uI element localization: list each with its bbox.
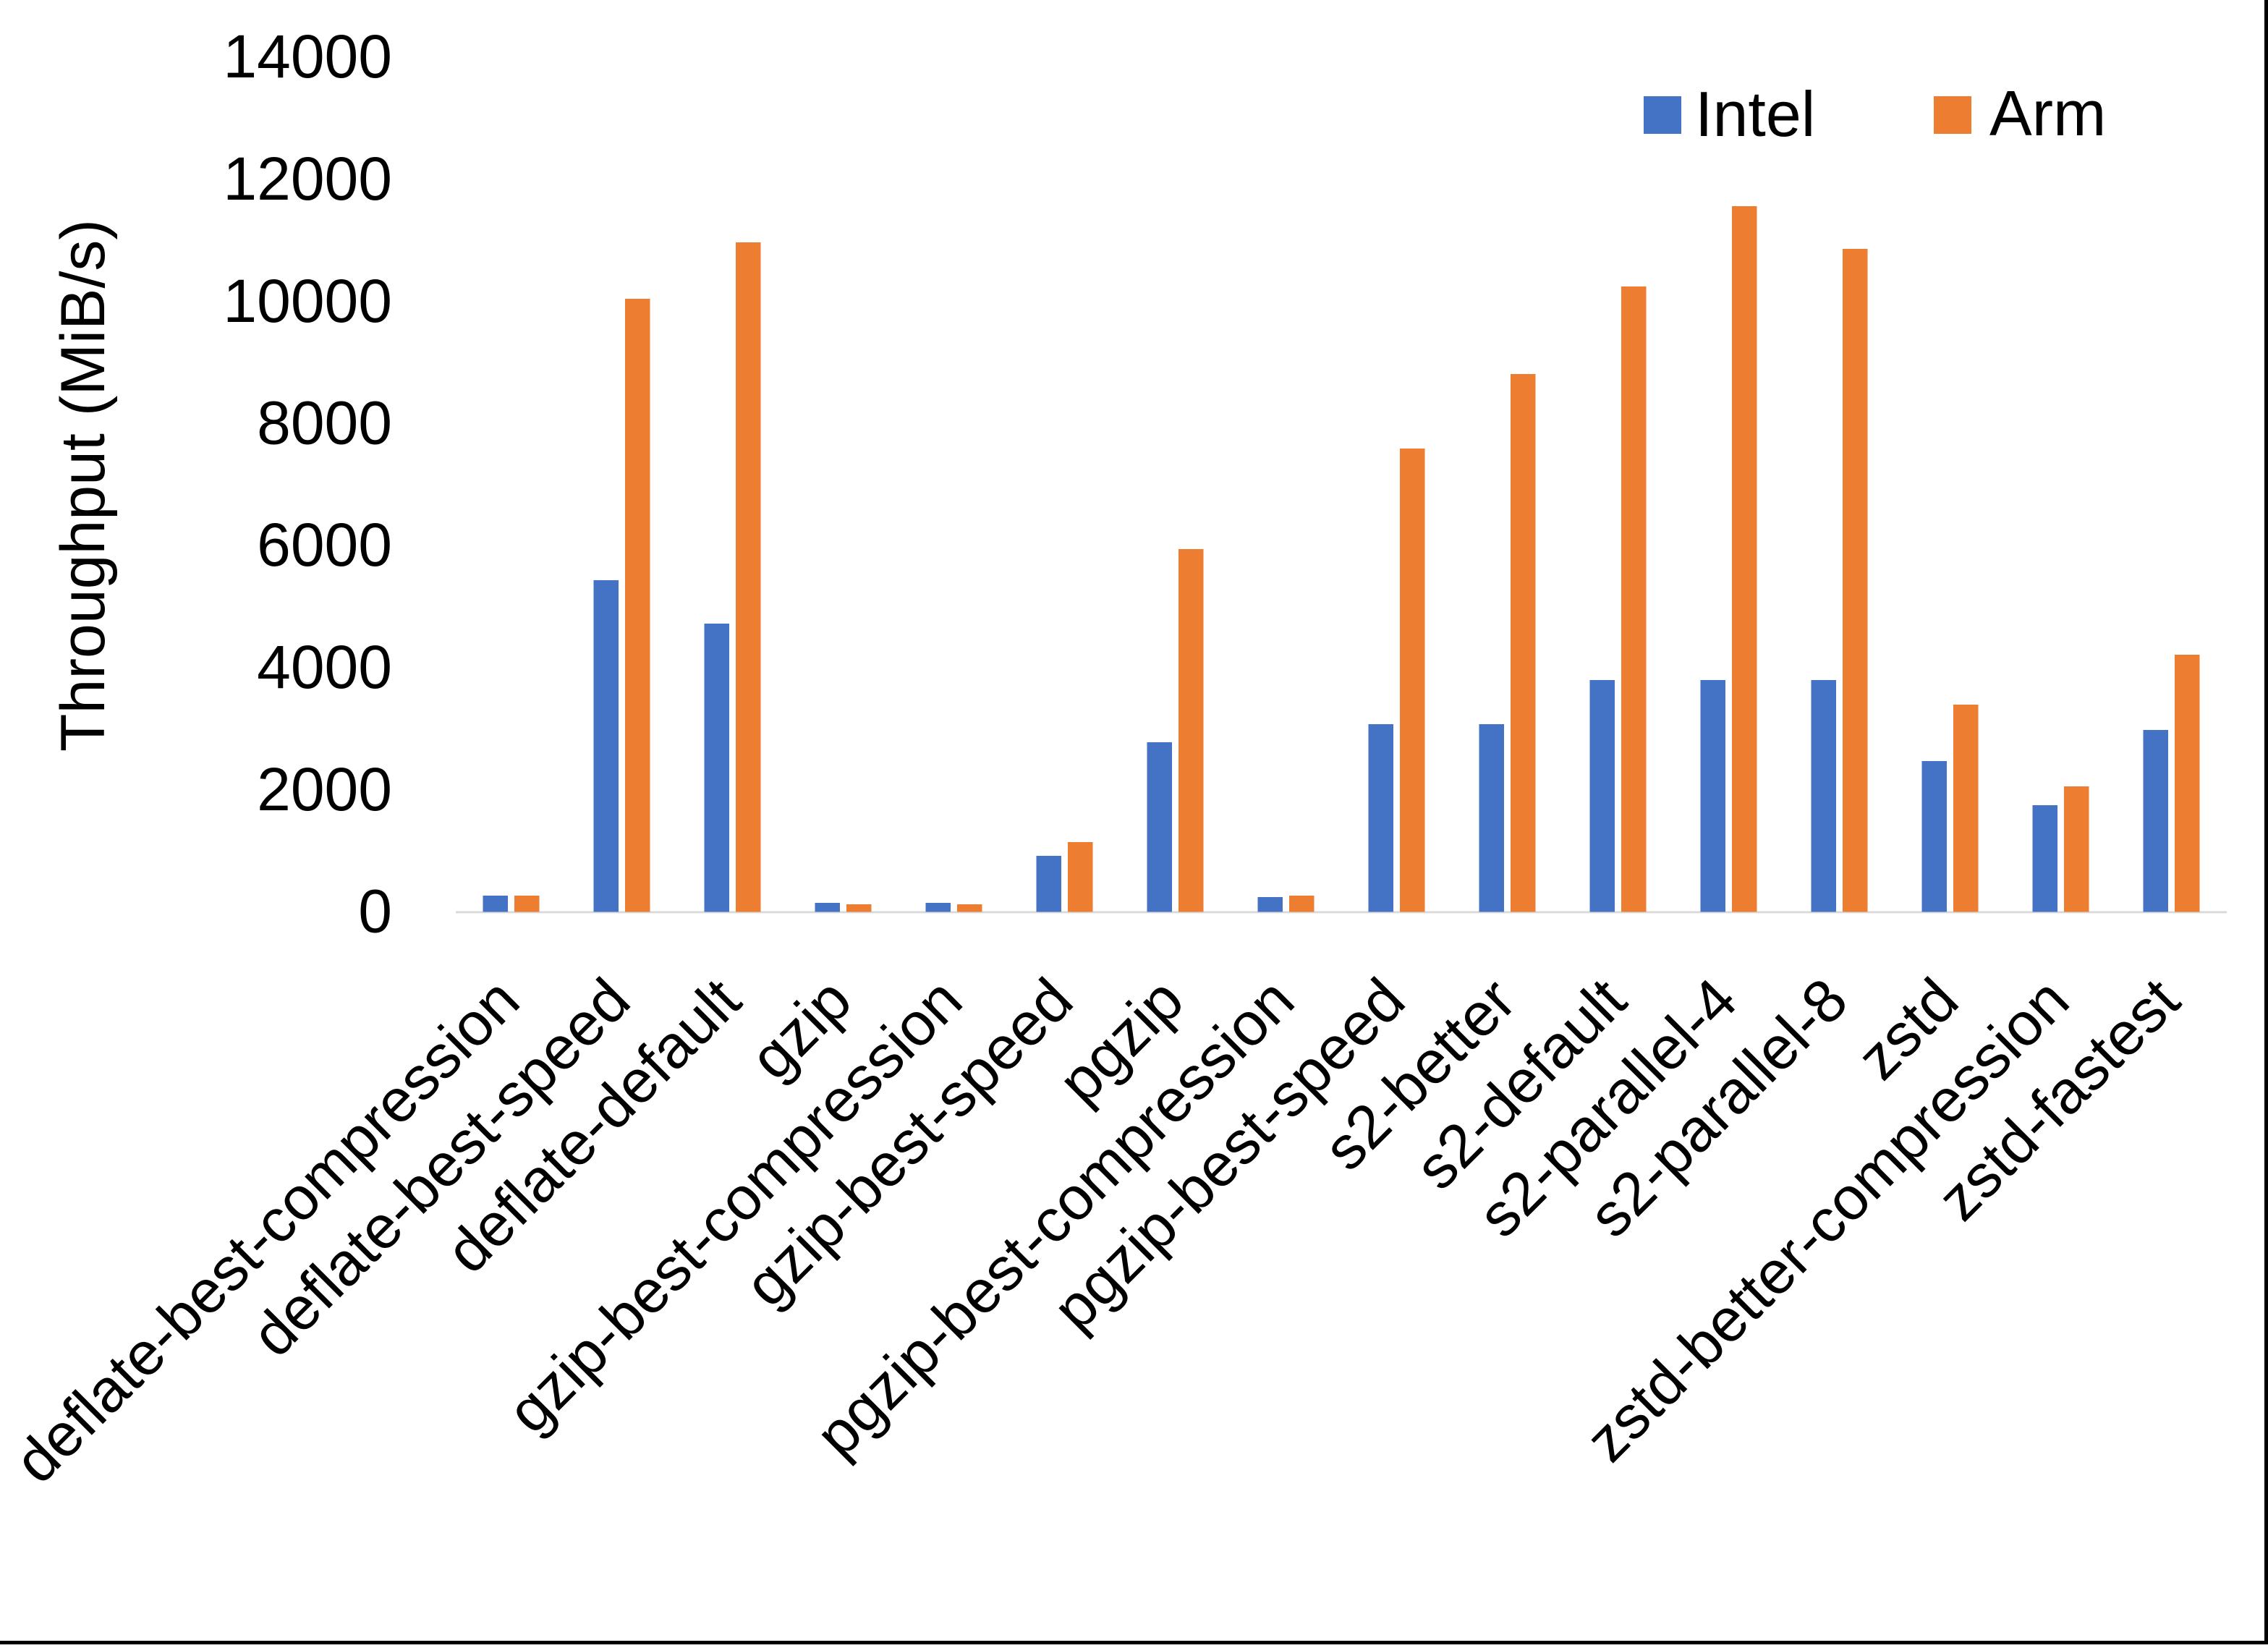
svg-text:Intel: Intel: [1695, 78, 1815, 150]
svg-text:8000: 8000: [257, 389, 392, 457]
svg-text:0: 0: [358, 878, 392, 946]
svg-text:2000: 2000: [257, 755, 392, 823]
svg-text:12000: 12000: [223, 145, 392, 213]
svg-text:6000: 6000: [257, 511, 392, 579]
svg-text:Arm: Arm: [1989, 77, 2106, 149]
svg-text:Throughput (MiB/s): Throughput (MiB/s): [48, 219, 118, 752]
svg-text:14000: 14000: [223, 22, 392, 90]
svg-text:10000: 10000: [223, 267, 392, 335]
svg-text:4000: 4000: [257, 633, 392, 701]
